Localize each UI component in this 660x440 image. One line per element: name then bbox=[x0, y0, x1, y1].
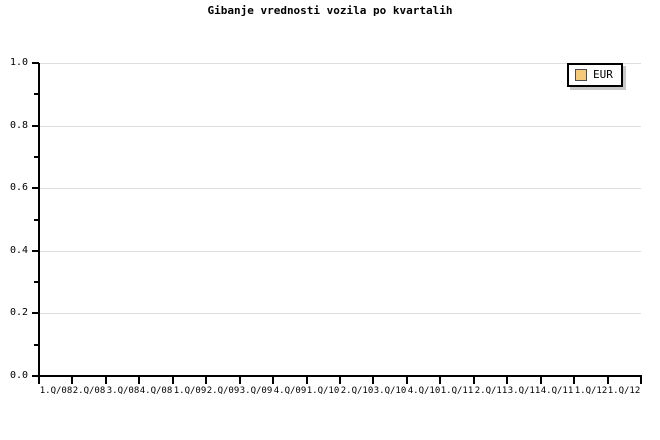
y-axis-label: 0.2 bbox=[9, 307, 28, 319]
x-axis-line bbox=[38, 375, 642, 377]
legend-label-eur: EUR bbox=[593, 68, 613, 81]
x-axis-label: 2.Q/11 bbox=[474, 386, 508, 396]
x-axis-label: 1.Q/09 bbox=[173, 386, 207, 396]
gridline bbox=[39, 63, 641, 64]
y-axis-label: 0.8 bbox=[9, 119, 28, 131]
x-axis-tick bbox=[540, 377, 542, 384]
y-axis-label: 1.0 bbox=[9, 57, 28, 68]
x-axis-tick bbox=[205, 377, 207, 384]
y-axis-label: 0.4 bbox=[9, 244, 28, 256]
plot-area bbox=[39, 63, 641, 376]
y-axis-tick-minor bbox=[34, 93, 39, 96]
x-axis-tick bbox=[138, 377, 140, 384]
x-axis-label: 1.Q/12 bbox=[607, 386, 641, 396]
x-axis-tick bbox=[640, 377, 642, 384]
x-axis-label: 4.Q/11 bbox=[540, 386, 574, 396]
x-axis-tick bbox=[38, 377, 40, 384]
y-axis-tick-major bbox=[32, 62, 39, 64]
x-axis-tick bbox=[272, 377, 274, 384]
gridline bbox=[39, 125, 641, 127]
x-axis-label: 2.Q/10 bbox=[340, 386, 374, 396]
x-axis-tick bbox=[607, 377, 609, 384]
chart-legend[interactable]: EUR bbox=[567, 63, 623, 87]
x-axis-tick bbox=[372, 377, 374, 384]
y-axis-tick-minor bbox=[34, 343, 39, 346]
y-axis-tick-major bbox=[32, 249, 39, 252]
x-axis-label: 4.Q/09 bbox=[273, 386, 307, 396]
x-axis-label: 4.Q/08 bbox=[139, 386, 173, 396]
y-axis-tick-minor bbox=[34, 155, 39, 158]
y-axis-tick-minor bbox=[34, 281, 39, 284]
y-axis-label: 0.6 bbox=[9, 182, 28, 194]
x-axis-label: 3.Q/10 bbox=[373, 386, 407, 396]
x-axis-tick bbox=[406, 377, 408, 384]
y-axis-tick-minor bbox=[34, 218, 39, 221]
y-axis-tick-major bbox=[32, 375, 39, 377]
gridline bbox=[39, 188, 641, 190]
x-axis-label: 1.Q/12 bbox=[574, 386, 608, 396]
x-axis-label: 3.Q/08 bbox=[106, 386, 140, 396]
x-axis-tick bbox=[105, 377, 107, 384]
x-axis-label: 1.Q/11 bbox=[440, 386, 474, 396]
x-axis-label: 3.Q/11 bbox=[507, 386, 541, 396]
x-axis-label: 1.Q/08 bbox=[39, 386, 73, 396]
x-axis-label: 4.Q/10 bbox=[407, 386, 441, 396]
data-series-canvas bbox=[39, 63, 641, 376]
y-axis-tick-major bbox=[32, 124, 39, 127]
x-axis-tick bbox=[71, 377, 73, 384]
x-axis-label: 2.Q/08 bbox=[72, 386, 106, 396]
chart-title: Gibanje vrednosti vozila po kvartalih bbox=[207, 4, 453, 17]
x-axis-tick bbox=[573, 377, 575, 384]
y-axis-tick-major bbox=[32, 312, 39, 315]
gridline bbox=[39, 313, 641, 315]
x-axis-tick bbox=[506, 377, 508, 384]
gridline bbox=[39, 250, 641, 252]
x-axis-tick bbox=[339, 377, 341, 384]
x-axis-label: 1.Q/10 bbox=[306, 386, 340, 396]
x-axis-tick bbox=[306, 377, 308, 384]
x-axis-tick bbox=[239, 377, 241, 384]
y-axis-line bbox=[38, 63, 40, 377]
x-axis-tick bbox=[439, 377, 441, 384]
y-axis-label: 0.0 bbox=[9, 370, 28, 381]
x-axis-label: 2.Q/09 bbox=[206, 386, 240, 396]
x-axis-label: 3.Q/09 bbox=[239, 386, 273, 396]
x-axis-tick bbox=[172, 377, 174, 384]
legend-swatch-eur bbox=[575, 69, 587, 81]
y-axis-tick-major bbox=[32, 187, 39, 190]
x-axis-tick bbox=[473, 377, 475, 384]
